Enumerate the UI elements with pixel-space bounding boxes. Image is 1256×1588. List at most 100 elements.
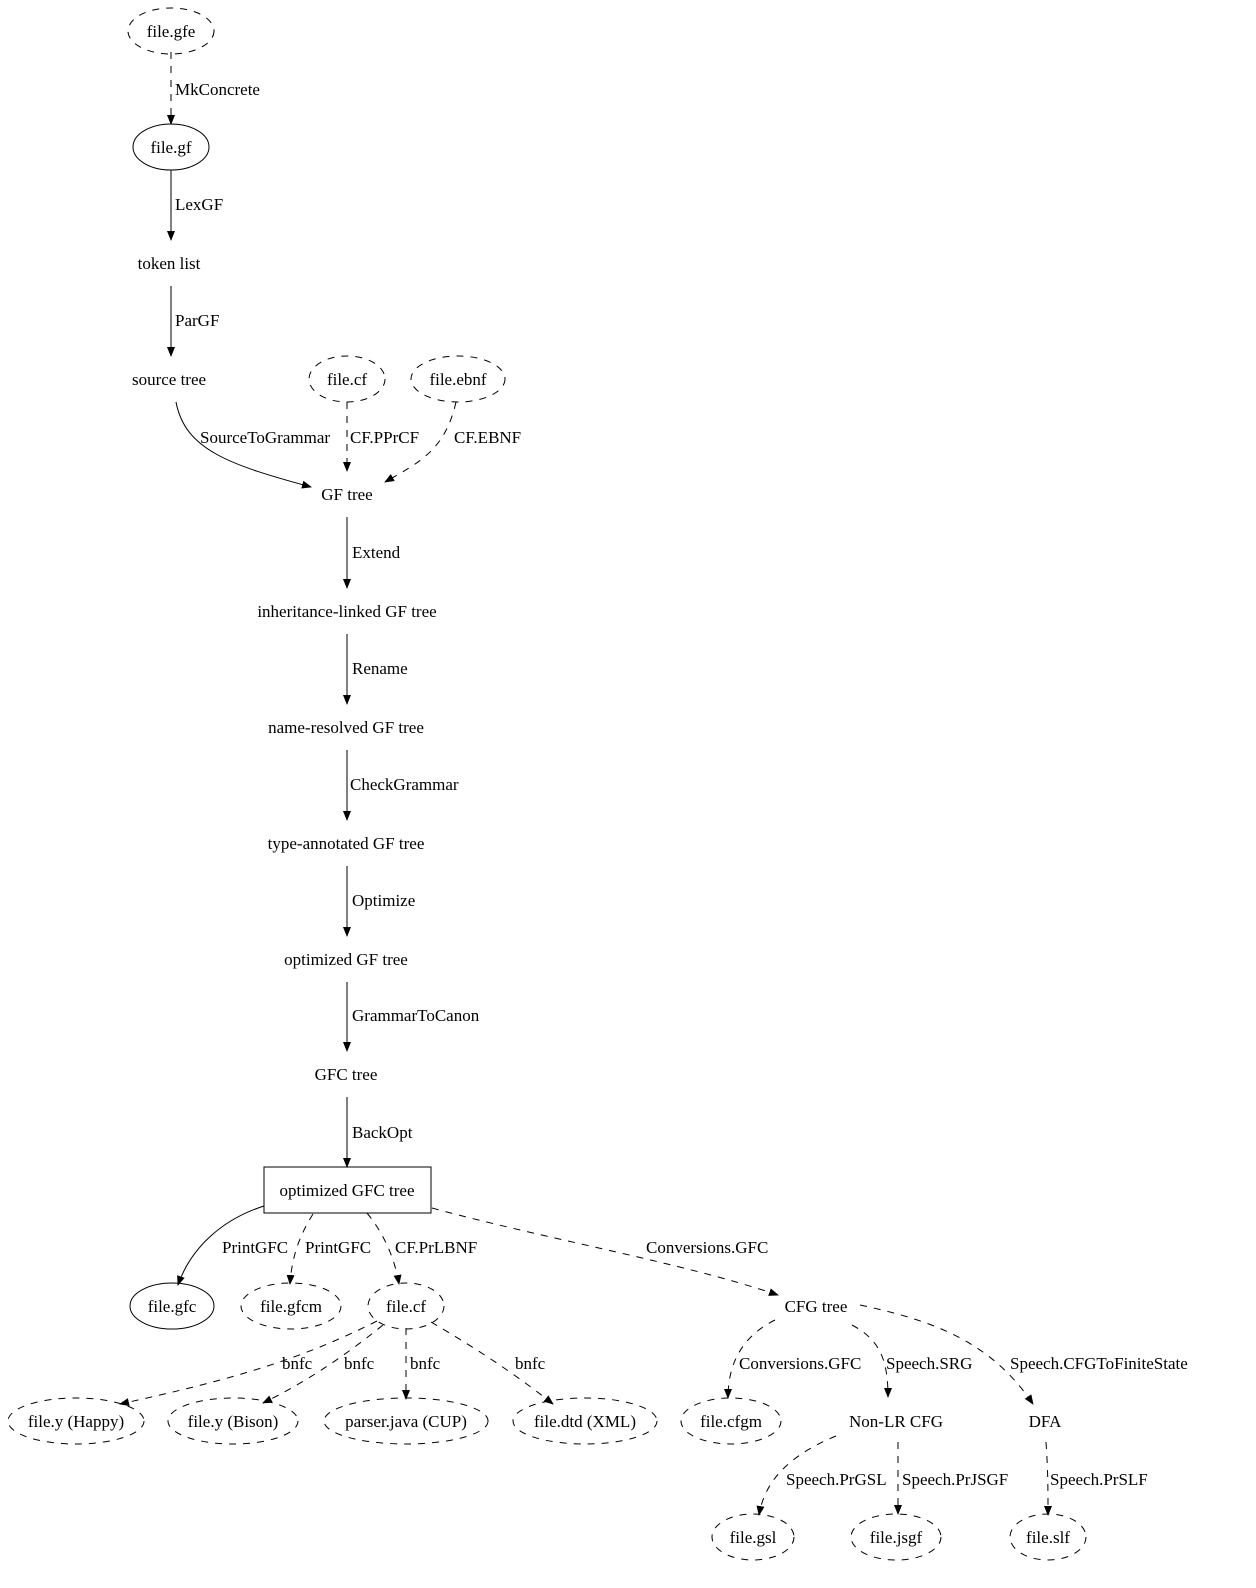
edge-label: LexGF xyxy=(175,195,223,214)
node-label: file.jsgf xyxy=(870,1528,923,1547)
node-label: inheritance-linked GF tree xyxy=(257,602,436,621)
node-ellipse xyxy=(680,1397,782,1445)
edge-label: Rename xyxy=(352,659,408,678)
edge-label: CF.PPrCF xyxy=(350,428,419,447)
node-label: file.gfe xyxy=(147,22,196,41)
node-label: CFG tree xyxy=(785,1297,848,1316)
edge-label: Extend xyxy=(352,543,401,562)
node-ellipse xyxy=(127,7,215,55)
node-label: GF tree xyxy=(321,485,372,504)
node-label: source tree xyxy=(132,370,206,389)
edge-label: bnfc xyxy=(344,1354,375,1373)
edge-cf2-to-bison: bnfc xyxy=(262,1324,384,1404)
edge-label: BackOpt xyxy=(352,1123,413,1142)
node-ellipse xyxy=(850,1513,942,1561)
edge-label: Speech.PrGSL xyxy=(786,1470,887,1489)
edge-label: bnfc xyxy=(515,1354,546,1373)
node-label: file.cf xyxy=(386,1297,426,1316)
edge-cf1-to-gftree: CF.PPrCF xyxy=(343,402,419,472)
edge-line xyxy=(286,1213,314,1285)
edge-typeann-to-optgf: Optimize xyxy=(343,866,415,937)
node-cfg: CFG tree xyxy=(785,1297,848,1316)
edge-cfg-to-dfa: Speech.CFGToFiniteState xyxy=(859,1304,1188,1405)
node-ellipse xyxy=(240,1282,342,1330)
edge-cf2-to-dtd: bnfc xyxy=(430,1321,554,1405)
edge-label: Optimize xyxy=(352,891,415,910)
edge-optgf-to-gfc: GrammarToCanon xyxy=(343,982,480,1052)
node-dfa: DFA xyxy=(1029,1412,1062,1431)
edge-label: CF.EBNF xyxy=(454,428,521,447)
edge-label: PrintGFC xyxy=(222,1238,288,1257)
edge-nonlr-to-jsgf: Speech.PrJSGF xyxy=(894,1442,1008,1515)
node-label: file.y (Bison) xyxy=(188,1412,279,1431)
edge-label: CheckGrammar xyxy=(350,775,459,794)
node-label: Non-LR CFG xyxy=(849,1412,943,1431)
node-ellipse xyxy=(167,1397,299,1445)
node-typeann: type-annotated GF tree xyxy=(268,834,425,853)
node-slf: file.slf xyxy=(1009,1513,1087,1561)
edge-gftree-to-inh: Extend xyxy=(343,517,401,589)
node-label: optimized GFC tree xyxy=(279,1181,414,1200)
edge-source-to-gftree: SourceToGrammar xyxy=(175,401,330,489)
node-nonlr: Non-LR CFG xyxy=(849,1412,943,1431)
node-inh: inheritance-linked GF tree xyxy=(257,602,436,621)
edge-line xyxy=(366,1212,402,1285)
edge-label: ParGF xyxy=(175,311,219,330)
node-gfe: file.gfe xyxy=(127,7,215,55)
node-label: token list xyxy=(138,254,201,273)
node-ellipse xyxy=(132,123,210,171)
edge-line xyxy=(119,1320,378,1406)
edge-nonlr-to-gsl: Speech.PrGSL xyxy=(756,1435,887,1516)
node-ellipse xyxy=(308,355,386,403)
edge-line xyxy=(177,1205,265,1286)
node-filegfc: file.gfc xyxy=(129,1282,215,1330)
node-ellipse xyxy=(512,1397,658,1445)
node-optgf: optimized GF tree xyxy=(284,950,408,969)
node-bison: file.y (Bison) xyxy=(167,1397,299,1445)
node-source: source tree xyxy=(132,370,206,389)
node-ellipse xyxy=(323,1397,489,1445)
node-box xyxy=(263,1166,432,1214)
node-token: token list xyxy=(138,254,201,273)
node-label: file.slf xyxy=(1026,1528,1070,1547)
node-ebnf: file.ebnf xyxy=(410,355,506,403)
node-gsl: file.gsl xyxy=(711,1513,795,1561)
node-label: name-resolved GF tree xyxy=(268,718,424,737)
node-label: GFC tree xyxy=(315,1065,378,1084)
edge-cf2-to-happy: bnfc xyxy=(119,1320,378,1406)
node-ellipse xyxy=(711,1513,795,1561)
node-dtd: file.dtd (XML) xyxy=(512,1397,658,1445)
edge-token-to-source: ParGF xyxy=(167,286,219,357)
edge-label: CF.PrLBNF xyxy=(395,1238,477,1257)
edge-label: PrintGFC xyxy=(305,1238,371,1257)
edge-line xyxy=(851,1324,892,1398)
node-gfcm: file.gfcm xyxy=(240,1282,342,1330)
edge-label: GrammarToCanon xyxy=(352,1006,480,1025)
node-optgfc: optimized GFC tree xyxy=(263,1166,432,1214)
edge-cfg-to-nonlr: Speech.SRG xyxy=(851,1324,972,1398)
edge-label: Speech.CFGToFiniteState xyxy=(1010,1354,1188,1373)
edge-label: Speech.PrJSGF xyxy=(902,1470,1008,1489)
edge-label: MkConcrete xyxy=(175,80,260,99)
edge-dfa-to-slf: Speech.PrSLF xyxy=(1043,1441,1148,1516)
node-label: file.gfc xyxy=(148,1297,197,1316)
edge-optgfc-to-gfcm: PrintGFC xyxy=(286,1213,371,1285)
edge-line xyxy=(384,401,457,483)
node-gftree: GF tree xyxy=(321,485,372,504)
node-gfc: GFC tree xyxy=(315,1065,378,1084)
node-cf2: file.cf xyxy=(367,1282,445,1330)
edge-optgfc-to-filegfc: PrintGFC xyxy=(177,1205,288,1286)
edge-line xyxy=(175,401,312,489)
node-label: file.gfcm xyxy=(260,1297,322,1316)
node-cf1: file.cf xyxy=(308,355,386,403)
node-label: file.gf xyxy=(150,138,191,157)
edge-cfg-to-cfgm: Conversions.GFC xyxy=(724,1319,861,1399)
node-label: optimized GF tree xyxy=(284,950,408,969)
node-cfgm: file.cfgm xyxy=(680,1397,782,1445)
edge-ebnf-to-gftree: CF.EBNF xyxy=(384,401,521,483)
edge-nameres-to-typeann: CheckGrammar xyxy=(343,750,459,821)
node-cup: parser.java (CUP) xyxy=(323,1397,489,1445)
edge-line xyxy=(859,1304,1034,1405)
edge-inh-to-nameres: Rename xyxy=(343,634,408,705)
node-jsgf: file.jsgf xyxy=(850,1513,942,1561)
